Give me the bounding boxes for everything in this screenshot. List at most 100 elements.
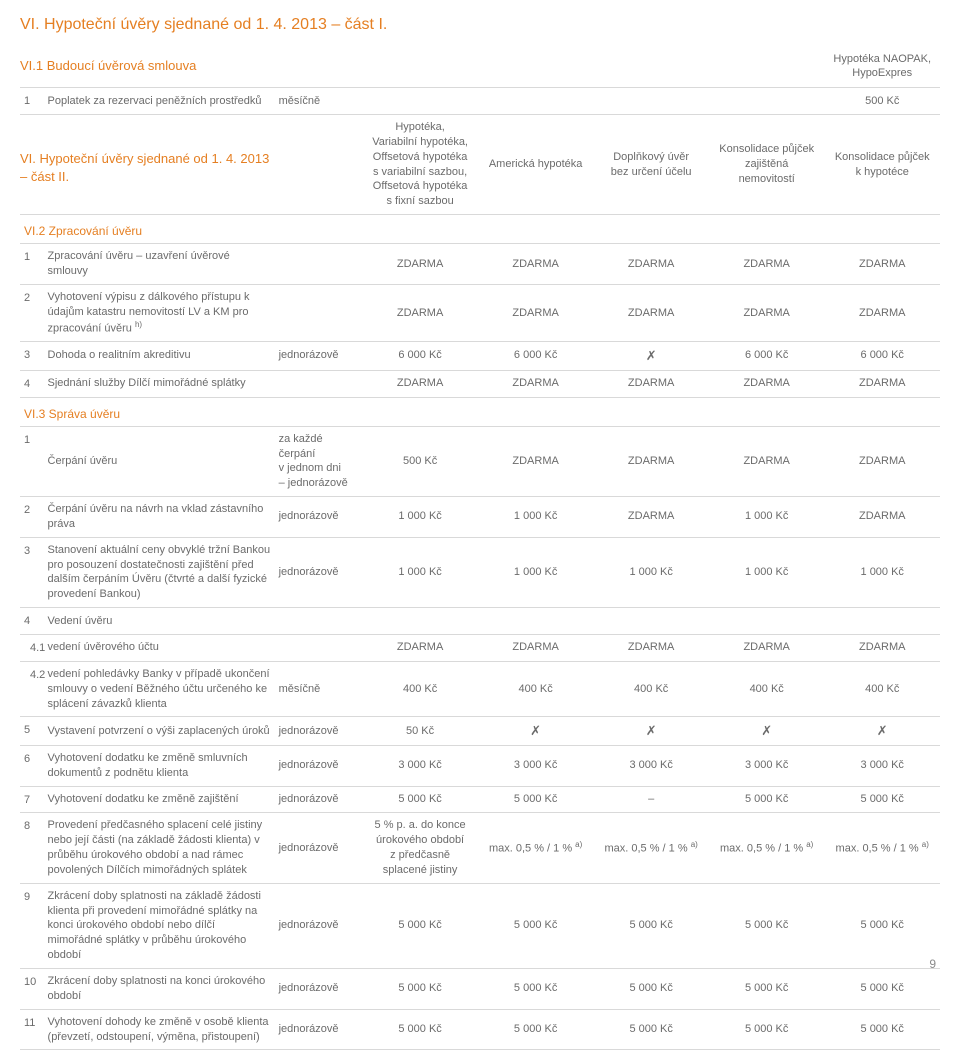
vi3-r8-c2-text: max. 0,5 % / 1 % — [489, 843, 572, 855]
vi3-r1-n: 1 — [20, 426, 44, 496]
vi3-r4-desc: Vedení úvěru — [44, 608, 940, 635]
vi3-r6-freq: jednorázově — [275, 745, 363, 786]
col5-h2: k hypotéce — [828, 165, 936, 180]
vi3-r8-c5: max. 0,5 % / 1 % a) — [824, 813, 940, 883]
vi2-r1-n: 1 — [20, 244, 44, 285]
col4-h3: nemovitostí — [713, 172, 821, 187]
vi3-r1-c4: ZDARMA — [709, 426, 825, 496]
col1-h6: s fixní sazbou — [366, 194, 474, 209]
vi3-r9-c4: 5 000 Kč — [709, 883, 825, 968]
vi2-r1-c5: ZDARMA — [824, 244, 940, 285]
vi3-r2-desc: Čerpání úvěru na návrh na vklad zástavní… — [44, 497, 275, 538]
vi3-r9-n: 9 — [20, 883, 44, 968]
vi3-r7-c4: 5 000 Kč — [709, 786, 825, 813]
vi3-r10-c2: 5 000 Kč — [478, 969, 594, 1010]
vi1-row1-num: 1 — [20, 88, 44, 115]
vi3-r1-freq3: – jednorázově — [279, 476, 359, 491]
vi3-r8-c5-text: max. 0,5 % / 1 % — [836, 843, 919, 855]
vi2-r4-c4: ZDARMA — [709, 370, 825, 397]
vi3-r5-c3: ✗ — [593, 717, 709, 746]
vi3-r3-c2: 1 000 Kč — [478, 537, 594, 607]
vi2-r3-desc: Dohoda o realitním akreditivu — [44, 342, 275, 371]
vi3-r42-c3: 400 Kč — [593, 661, 709, 717]
vi3-r1-desc: Čerpání úvěru — [44, 426, 275, 496]
col3-h1: Doplňkový úvěr — [597, 150, 705, 165]
vi3-r5-c4: ✗ — [709, 717, 825, 746]
vi3-r2-n: 2 — [20, 497, 44, 538]
vi3-r5-n: 5 — [20, 717, 44, 746]
vi2-r2-c4: ZDARMA — [709, 284, 825, 341]
vi3-r1-c3: ZDARMA — [593, 426, 709, 496]
vi1-row1-freq: měsíčně — [275, 88, 363, 115]
vi2-r4-desc: Sjednání služby Dílčí mimořádné splátky — [44, 370, 275, 397]
vi2-r2-c5: ZDARMA — [824, 284, 940, 341]
vi3-r8-c1d: splacené jistiny — [366, 863, 474, 878]
vi3-r10-desc: Zkrácení doby splatnosti na konci úrokov… — [44, 969, 275, 1010]
vi3-r8-c3-text: max. 0,5 % / 1 % — [604, 843, 687, 855]
vi3-r8-c3: max. 0,5 % / 1 % a) — [593, 813, 709, 883]
col2-h: Americká hypotéka — [478, 115, 594, 215]
vi3-r10-c1: 5 000 Kč — [362, 969, 478, 1010]
vi2-r3-c3: ✗ — [593, 342, 709, 371]
vi3-r8-c3-sup: a) — [691, 840, 698, 849]
vi3-r9-freq: jednorázově — [275, 883, 363, 968]
vi3-r8-c1a: 5 % p. a. do konce — [366, 818, 474, 833]
vi3-r9-c1: 5 000 Kč — [362, 883, 478, 968]
vi3-r11-c5: 5 000 Kč — [824, 1009, 940, 1050]
col4-h1: Konsolidace půjček — [713, 142, 821, 157]
vi3-r7-c3: – — [593, 786, 709, 813]
vi3-r42-freq: měsíčně — [275, 661, 363, 717]
section-vi1-heading: VI.1 Budoucí úvěrová smlouva — [20, 57, 820, 75]
vi3-r41-c1: ZDARMA — [362, 634, 478, 661]
vi3-r6-c3: 3 000 Kč — [593, 745, 709, 786]
vi1-row1-val: 500 Kč — [824, 88, 940, 115]
vi2-r3-c5: 6 000 Kč — [824, 342, 940, 371]
section-vi1-table: VI.1 Budoucí úvěrová smlouva Hypotéka NA… — [20, 46, 940, 115]
vi3-r10-n: 10 — [20, 969, 44, 1010]
vi3-r7-c5: 5 000 Kč — [824, 786, 940, 813]
vi2-r2-c3: ZDARMA — [593, 284, 709, 341]
col1-h1: Hypotéka, — [366, 120, 474, 135]
vi2-r1-desc: Zpracování úvěru – uzavření úvěrové smlo… — [44, 244, 275, 285]
vi2-r4-c2: ZDARMA — [478, 370, 594, 397]
vi3-r6-c5: 3 000 Kč — [824, 745, 940, 786]
vi3-r10-freq: jednorázově — [275, 969, 363, 1010]
vi2-r3-c2: 6 000 Kč — [478, 342, 594, 371]
page-title: VI. Hypoteční úvěry sjednané od 1. 4. 20… — [20, 14, 940, 36]
vi3-r8-desc: Provedení předčasného splacení celé jist… — [44, 813, 275, 883]
vi3-r11-c4: 5 000 Kč — [709, 1009, 825, 1050]
vi2-r4-n: 4 — [20, 370, 44, 397]
vi3-r1-c5: ZDARMA — [824, 426, 940, 496]
vi3-r41-desc: vedení úvěrového účtu — [44, 634, 275, 661]
vi3-r42-c2: 400 Kč — [478, 661, 594, 717]
vi3-r11-desc: Vyhotovení dohody ke změně v osobě klien… — [44, 1009, 275, 1050]
vi3-r1-c1: 500 Kč — [362, 426, 478, 496]
vi3-r1-freq1: za každé čerpání — [279, 432, 359, 462]
col5-h1: Konsolidace půjček — [828, 150, 936, 165]
vi3-r1-freq2: v jednom dni — [279, 461, 359, 476]
vi3-r2-freq: jednorázově — [275, 497, 363, 538]
vi3-r7-desc: Vyhotovení dodatku ke změně zajištění — [44, 786, 275, 813]
vi3-r5-c2(: ✗ — [478, 717, 594, 746]
vi3-r42-desc: vedení pohledávky Banky v případě ukonče… — [44, 661, 275, 717]
vi3-r3-c4: 1 000 Kč — [709, 537, 825, 607]
vi3-r2-c5: ZDARMA — [824, 497, 940, 538]
vi3-r8-freq: jednorázově — [275, 813, 363, 883]
product-label-top1: Hypotéka NAOPAK, — [828, 52, 936, 67]
col1-h5: Offsetová hypotéka — [366, 179, 474, 194]
vi3-r11-c3: 5 000 Kč — [593, 1009, 709, 1050]
vi3-r8-c4: max. 0,5 % / 1 % a) — [709, 813, 825, 883]
vi3-r2-c1: 1 000 Kč — [362, 497, 478, 538]
vi2-r1-c2: ZDARMA — [478, 244, 594, 285]
vi3-r3-c3: 1 000 Kč — [593, 537, 709, 607]
vi3-r7-c2: 5 000 Kč — [478, 786, 594, 813]
vi3-r41-c3: ZDARMA — [593, 634, 709, 661]
vi3-r3-c5: 1 000 Kč — [824, 537, 940, 607]
vi2-r3-n: 3 — [20, 342, 44, 371]
vi2-r4-c5: ZDARMA — [824, 370, 940, 397]
vi3-r42-n: 4.2 — [20, 661, 44, 717]
vi3-r9-desc: Zkrácení doby splatnosti na základě žádo… — [44, 883, 275, 968]
product-label-top2: HypoExpres — [828, 66, 936, 81]
vi3-r7-n: 7 — [20, 786, 44, 813]
vi3-r2-c2: 1 000 Kč — [478, 497, 594, 538]
